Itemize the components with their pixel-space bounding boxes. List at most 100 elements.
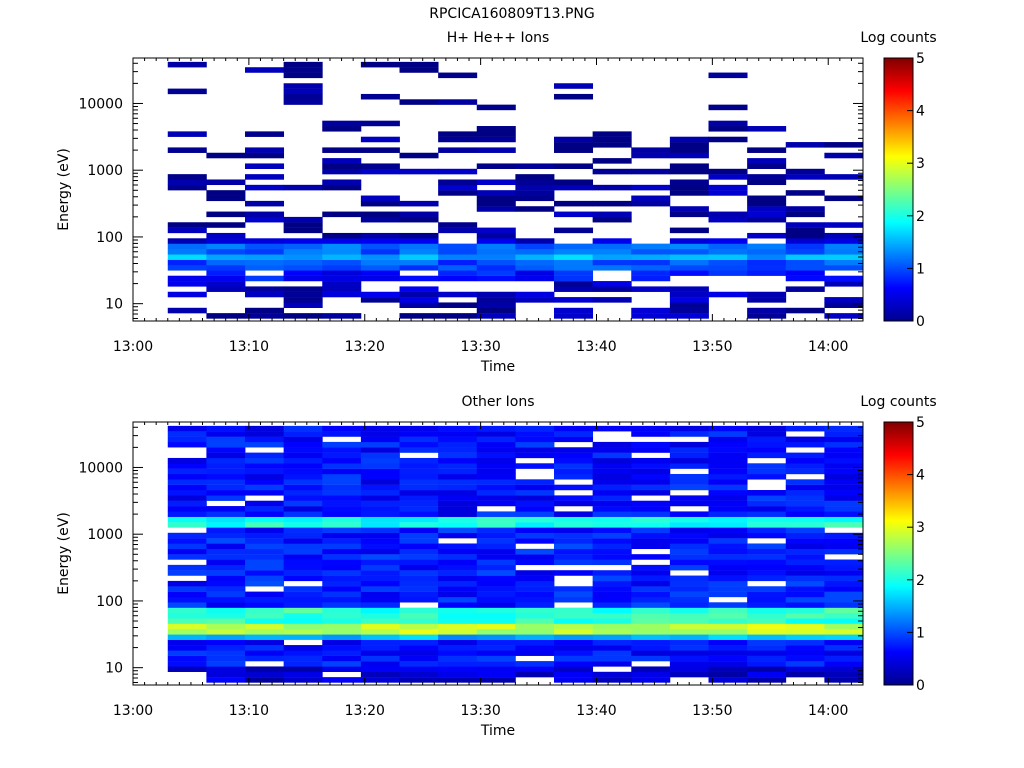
heatmap-cell [476, 275, 516, 282]
heatmap-cell [322, 232, 362, 239]
heatmap-cell [669, 532, 709, 539]
heatmap-cell [747, 602, 787, 608]
heatmap-cell [631, 511, 671, 517]
heatmap-cell [631, 580, 671, 587]
heatmap-cell [592, 645, 632, 651]
heatmap-cell [708, 72, 748, 79]
heatmap-cell [360, 500, 400, 507]
heatmap-cell [785, 484, 825, 491]
heatmap-cell [554, 297, 594, 303]
heatmap-cell [631, 543, 671, 550]
heatmap-cell [206, 634, 246, 640]
heatmap-cell [167, 222, 207, 228]
heatmap-cell [747, 463, 787, 469]
heatmap-cell [245, 200, 285, 207]
heatmap-cell [785, 538, 825, 544]
heatmap-cell [785, 629, 825, 635]
heatmap-cell [167, 666, 207, 672]
heatmap-cell [554, 634, 594, 640]
heatmap-cell [245, 147, 285, 153]
heatmap-cell [360, 195, 400, 202]
heatmap-cell [631, 479, 671, 485]
heatmap-cell [631, 243, 671, 250]
heatmap-cell [669, 655, 709, 662]
heatmap-cell [206, 275, 246, 282]
heatmap-cell [785, 532, 825, 539]
heatmap-cell [360, 136, 400, 143]
heatmap-cell [515, 623, 555, 630]
heatmap-cell [245, 473, 285, 480]
heatmap-cell [399, 495, 439, 501]
heatmap-cell [206, 313, 246, 319]
heatmap-cell [283, 554, 323, 560]
heatmap-cell [206, 152, 246, 159]
heatmap-cell [322, 468, 362, 475]
heatmap-cell [824, 495, 864, 501]
heatmap-cell [785, 506, 825, 512]
heatmap-cell [592, 655, 632, 662]
heatmap-cell [592, 216, 632, 223]
heatmap-cell [206, 447, 246, 453]
heatmap-cell [283, 473, 323, 480]
heatmap-cell [438, 554, 478, 560]
heatmap-cell [476, 650, 516, 656]
heatmap-cell [708, 666, 748, 672]
heatmap-cell [322, 163, 362, 169]
heatmap-cell [399, 655, 439, 662]
heatmap-cell [515, 602, 555, 608]
heatmap-cell [399, 211, 439, 218]
heatmap-cell [283, 671, 323, 678]
heatmap-cell [206, 425, 246, 432]
heatmap-cell [322, 607, 362, 614]
heatmap-cell [283, 490, 323, 496]
heatmap-cell [747, 506, 787, 512]
heatmap-cell [360, 634, 400, 640]
heatmap-cell [631, 586, 671, 592]
heatmap-cell [824, 436, 864, 443]
heatmap-cell [399, 61, 439, 68]
heatmap-cell [554, 211, 594, 218]
heatmap-cell [283, 623, 323, 630]
heatmap-cell [206, 650, 246, 656]
heatmap-cell [669, 634, 709, 640]
heatmap-cell [708, 671, 748, 678]
heatmap-cell [206, 580, 246, 587]
heatmap-cell [515, 179, 555, 186]
heatmap-cell [283, 516, 323, 523]
heatmap-cell [283, 634, 323, 640]
heatmap-cell [476, 559, 516, 566]
heatmap-cell [515, 661, 555, 667]
heatmap-cell [708, 538, 748, 544]
heatmap-cell [360, 490, 400, 496]
heatmap-cell [708, 270, 748, 276]
x-tick-label: 13:30 [460, 703, 500, 719]
heatmap-cell [785, 602, 825, 608]
heatmap-cell [438, 248, 478, 255]
heatmap-cell [708, 522, 748, 528]
heatmap-cell [476, 484, 516, 491]
heatmap-cell [167, 436, 207, 443]
heatmap-cell [824, 506, 864, 512]
heatmap-cell [592, 131, 632, 137]
heatmap-cell [206, 238, 246, 244]
heatmap-cell [360, 254, 400, 260]
heatmap-cell [283, 83, 323, 89]
x-axis-label: Time [480, 359, 515, 375]
heatmap-cell [515, 490, 555, 496]
heatmap-cell [322, 511, 362, 517]
heatmap-cell [592, 238, 632, 244]
heatmap-cell [554, 661, 594, 667]
heatmap-cell [824, 195, 864, 202]
heatmap-cell [283, 447, 323, 453]
heatmap-cell [476, 602, 516, 608]
heatmap-cell [167, 468, 207, 475]
heatmap-cell [476, 548, 516, 555]
heatmap-cell [245, 248, 285, 255]
heatmap-cell [785, 238, 825, 244]
heatmap-cell [283, 216, 323, 223]
heatmap-cell [322, 650, 362, 656]
heatmap-cell [785, 259, 825, 266]
heatmap-cell [283, 543, 323, 550]
heatmap-cell [476, 677, 516, 683]
heatmap-cell [476, 297, 516, 303]
